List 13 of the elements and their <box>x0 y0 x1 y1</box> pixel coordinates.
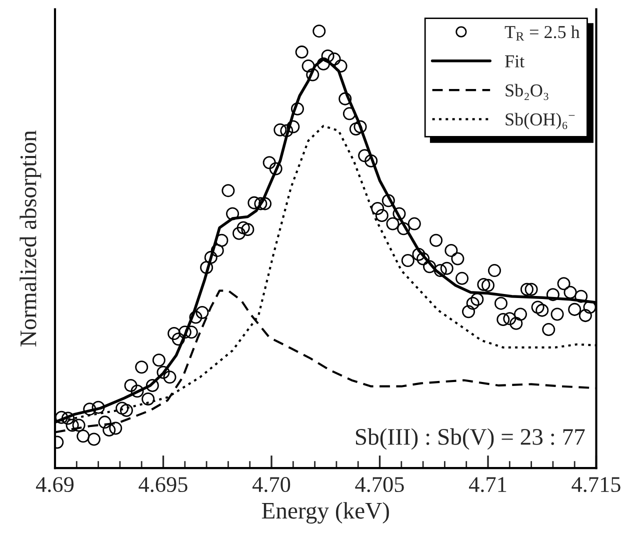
y-axis-title: Normalized absorption <box>20 130 42 346</box>
x-tick-label: 4.705 <box>355 477 404 492</box>
x-tick-label: 4.715 <box>572 477 620 492</box>
x-tick-label: 4.71 <box>468 477 506 492</box>
legend-label: Sb₂O₃ <box>506 84 548 100</box>
x-tick-label: 4.695 <box>138 477 188 492</box>
x-axis-title: Energy (keV) <box>262 502 389 524</box>
legend-label: Fit <box>505 55 524 68</box>
x-tick-label: 4.70 <box>252 477 290 492</box>
legend-label: T$_{R}$ = 2.5 h <box>504 25 580 40</box>
annotation: Sb(III) : Sb(V) = 23 : 77 <box>356 428 585 450</box>
legend-label: Sb(OH)₆$^{−}$ <box>506 112 575 130</box>
x-tick-label: 4.69 <box>36 477 74 492</box>
